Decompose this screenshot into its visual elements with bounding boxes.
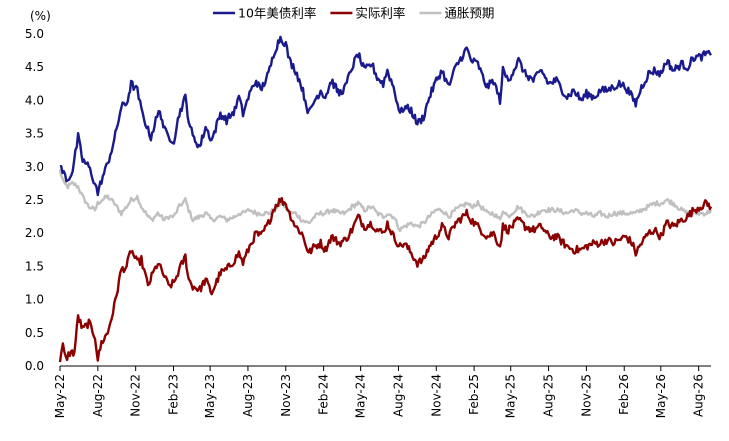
y-tick-label: 3.0 [25, 160, 44, 174]
y-tick-label: 2.0 [25, 226, 44, 240]
legend-label: 10年美债利率 [238, 6, 316, 21]
x-tick-label: May-25 [504, 374, 518, 418]
y-tick-label: 1.0 [25, 293, 44, 307]
series-line [58, 196, 713, 363]
x-tick-label: Nov-25 [579, 374, 593, 417]
x-tick-label: Nov-24 [429, 374, 443, 417]
x-tick-label: Nov-23 [279, 374, 293, 417]
x-tick-label: Nov-22 [129, 374, 143, 417]
y-tick-label: 3.5 [25, 127, 44, 141]
series-line [59, 35, 712, 197]
y-tick-label: 5.0 [25, 27, 44, 41]
x-tick-label: Feb-25 [467, 374, 481, 415]
x-tick-label: May-24 [354, 374, 368, 418]
y-tick-label: 4.0 [25, 93, 44, 107]
y-axis: 0.0 0.5 1.0 1.5 2.0 2.5 3.0 3.5 4.0 4.5 5.0 [25, 27, 44, 373]
x-tick-label: May-23 [203, 374, 217, 418]
x-tick-label: Feb-23 [167, 374, 181, 415]
x-tick-label: May-26 [654, 374, 668, 418]
x-tick-label: May-22 [53, 374, 67, 418]
x-tick-label: Aug-24 [391, 374, 405, 417]
legend-label: 实际利率 [355, 6, 405, 21]
y-tick-label: 0.5 [25, 326, 44, 340]
y-tick-label: 2.5 [25, 193, 44, 207]
x-tick-label: Aug-26 [692, 374, 706, 417]
y-axis-unit-label: (%) [30, 9, 51, 23]
y-tick-label: 0.0 [25, 359, 44, 373]
x-tick-label: Aug-22 [91, 374, 105, 417]
y-tick-label: 1.5 [25, 259, 44, 273]
x-axis: May-22 Aug-22 Nov-22 Feb-23 May-23 Aug-23 Nov-… [53, 365, 711, 418]
legend-label: 通胀预期 [444, 6, 494, 21]
x-tick-label: Aug-25 [542, 374, 556, 417]
series-layer [58, 35, 713, 363]
x-tick-label: Aug-23 [241, 374, 255, 417]
x-tick-label: Feb-26 [617, 374, 631, 415]
x-tick-label: Feb-24 [317, 374, 331, 415]
y-tick-label: 4.5 [25, 60, 44, 74]
series-line [58, 169, 713, 233]
legend: 10年美债利率 实际利率 通胀预期 [213, 6, 494, 21]
